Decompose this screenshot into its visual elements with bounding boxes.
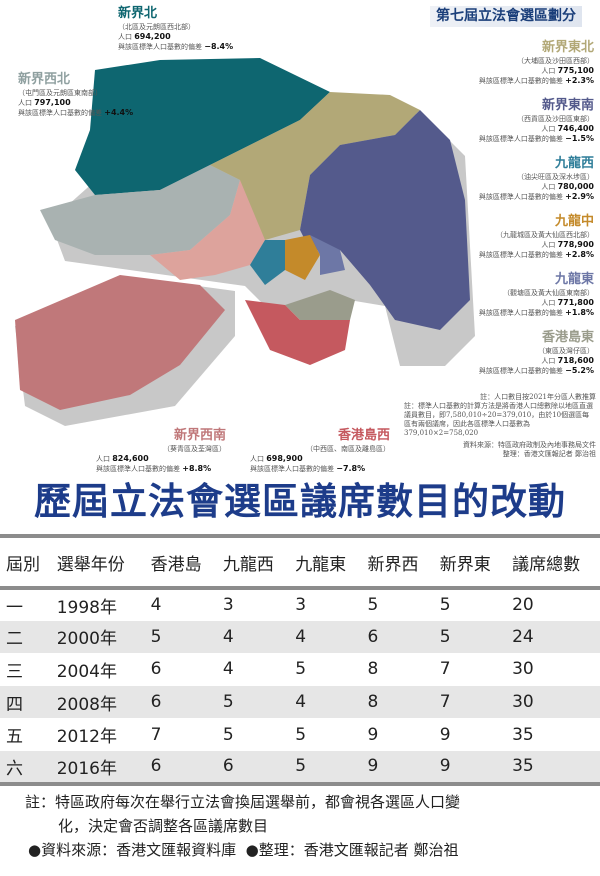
table-cell: 6 bbox=[144, 685, 217, 719]
table-cell: 6 bbox=[150, 659, 162, 680]
region-new-territories-northwest bbox=[40, 165, 240, 255]
table-cell: 2008年 bbox=[50, 685, 145, 719]
label-hke: 香港島東 （東區及灣仔區） 人口 718,600 與該區標準人口基數的偏差 −5.2% bbox=[478, 330, 594, 375]
col-header: 九龍西 bbox=[216, 536, 290, 590]
region-new-territories-north bbox=[75, 58, 330, 195]
table-cell: 5 bbox=[216, 685, 290, 719]
col-header: 香港島 bbox=[144, 536, 217, 590]
table-cell: 4 bbox=[150, 595, 162, 616]
table-cell: 3 bbox=[295, 595, 307, 616]
col-header: 議席總數 bbox=[506, 536, 600, 590]
label-klnc: 九龍中 （九龍城區及黃大仙區西北部） 人口 778,900 與該區標準人口基數的偏差 … bbox=[478, 214, 594, 259]
col-header: 屆別 bbox=[0, 536, 51, 590]
table-cell: 2016年 bbox=[50, 750, 145, 784]
col-header: 九龍東 bbox=[289, 536, 362, 590]
table-cell: 四 bbox=[0, 685, 51, 719]
table-cell: 2004年 bbox=[56, 661, 117, 682]
table-cell: 4 bbox=[289, 685, 362, 719]
table-row: 四 2008年 6 5 4 8 7 30 bbox=[0, 685, 600, 719]
table-row: 五 2012年 7 5 5 9 9 35 bbox=[0, 718, 600, 751]
seats-table: 屆別 選舉年份 香港島 九龍西 九龍東 新界西 新界東 議席總數 一 1998年 4… bbox=[0, 534, 600, 786]
label-klnw: 九龍西 （油尖旺區及深水埗區） 人口 780,000 與該區標準人口基數的偏差 +2.… bbox=[478, 156, 594, 201]
table-cell: 5 bbox=[367, 595, 379, 616]
table-cell: 3 bbox=[222, 595, 234, 616]
table-cell: 1998年 bbox=[56, 597, 117, 618]
region-hong-kong-island-west bbox=[245, 300, 350, 365]
table-cell: 9 bbox=[433, 750, 507, 784]
table-cell: 六 bbox=[0, 750, 51, 784]
table-cell: 6 bbox=[361, 620, 434, 654]
footer: 註：特區政府每次在舉行立法會換屆選舉前，都會視各選區人口變 化，決定會否調整各區… bbox=[0, 790, 600, 862]
col-header: 新界東 bbox=[433, 536, 507, 590]
table-row: 六 2016年 6 6 5 9 9 35 bbox=[0, 750, 600, 784]
map-title: 第七屆立法會選區劃分 bbox=[430, 6, 582, 27]
footer-source: ●資料來源：香港文匯報資料庫 bbox=[28, 841, 237, 859]
table-cell: 7 bbox=[433, 685, 507, 719]
table-cell: 6 bbox=[216, 750, 290, 784]
region-tsuen-wan-kwai-tsing bbox=[150, 180, 265, 280]
table-cell: 2000年 bbox=[50, 620, 145, 654]
table-cell: 5 bbox=[289, 750, 362, 784]
table-title: 歷屆立法會選區議席數目的改動 bbox=[34, 479, 566, 523]
table-row: 一 1998年 4 3 3 5 5 20 bbox=[0, 588, 600, 621]
col-header: 新界西 bbox=[361, 536, 434, 590]
table-header-row: 屆別 選舉年份 香港島 九龍西 九龍東 新界西 新界東 議席總數 bbox=[0, 536, 600, 590]
col-header: 選舉年份 bbox=[50, 536, 145, 590]
region-hong-kong-island-east bbox=[285, 290, 355, 320]
table-cell: 4 bbox=[222, 659, 234, 680]
table-cell: 2012年 bbox=[56, 727, 117, 748]
table-cell: 9 bbox=[367, 724, 379, 745]
hong-kong-district-map bbox=[15, 58, 475, 426]
table-cell: 4 bbox=[289, 620, 362, 654]
note-population: 註：人口數目按2021年分區人數推算 bbox=[480, 393, 596, 401]
table-cell: 5 bbox=[144, 620, 217, 654]
table-cell: 一 bbox=[6, 597, 23, 618]
table-cell: 30 bbox=[506, 685, 600, 719]
region-new-territories-northeast bbox=[210, 92, 420, 240]
label-ntnw: 新界西北 （屯門區及元朗區東南部） 人口 797,100 與該區標準人口基數的偏差 +… bbox=[18, 72, 134, 117]
table-cell: 20 bbox=[512, 595, 534, 616]
label-ntne: 新界東北 （大埔區及沙田區西部） 人口 775,100 與該區標準人口基數的偏差 +2… bbox=[478, 40, 594, 85]
table-cell: 五 bbox=[6, 727, 23, 748]
table-cell: 30 bbox=[512, 659, 534, 680]
footer-note: 註：特區政府每次在舉行立法會換屆選舉前，都會視各選區人口變 bbox=[25, 793, 461, 811]
map-source: 資料來源：特區政府政制及內地事務局文件 bbox=[463, 441, 596, 449]
table-row: 二 2000年 5 4 4 6 5 24 bbox=[0, 620, 600, 654]
region-kowloon-east bbox=[310, 235, 345, 275]
table-cell: 5 bbox=[222, 724, 234, 745]
region-lantau-island bbox=[15, 275, 225, 410]
table-cell: 5 bbox=[295, 659, 307, 680]
table-cell: 9 bbox=[361, 750, 434, 784]
table-cell: 35 bbox=[506, 750, 600, 784]
table-cell: 4 bbox=[216, 620, 290, 654]
table-cell: 5 bbox=[295, 724, 307, 745]
table-cell: 5 bbox=[439, 595, 451, 616]
table-cell: 7 bbox=[150, 724, 162, 745]
table-cell: 8 bbox=[367, 659, 379, 680]
table-cell: 5 bbox=[433, 620, 507, 654]
table-cell: 三 bbox=[6, 661, 23, 682]
table-row: 三 2004年 6 4 5 8 7 30 bbox=[0, 653, 600, 686]
footer-note-cont: 化，決定會否調整各區議席數目 bbox=[58, 817, 269, 835]
label-hkw: 香港島西 （中西區、南區及離島區） 人口 698,900 與該區標準人口基數的偏差 −… bbox=[250, 428, 390, 473]
region-kowloon-west bbox=[250, 240, 285, 285]
footer-credit: ●整理：香港文匯報記者 鄭治祖 bbox=[245, 841, 459, 859]
table-cell: 6 bbox=[144, 750, 217, 784]
label-ntsw: 新界西南 （葵青區及荃灣區） 人口 824,600 與該區標準人口基數的偏差 +8.8… bbox=[96, 428, 226, 473]
label-ntse: 新界東南 （西貢區及沙田區東部） 人口 746,400 與該區標準人口基數的偏差 −1… bbox=[478, 98, 594, 143]
table-cell: 35 bbox=[512, 724, 534, 745]
table-cell: 7 bbox=[439, 659, 451, 680]
note-standard-base: 註：標準人口基數的計算方法是將香港人口總數除以地區直選議員數目，即7,580,0… bbox=[404, 402, 593, 437]
table-cell: 24 bbox=[506, 620, 600, 654]
region-new-territories-southeast bbox=[300, 110, 470, 330]
map-notes: 註：人口數目按2021年分區人數推算 註：標準人口基數的計算方法是將香港人口總數… bbox=[404, 393, 596, 459]
table-cell: 8 bbox=[361, 685, 434, 719]
region-kowloon-central bbox=[285, 235, 320, 280]
table-cell: 9 bbox=[439, 724, 451, 745]
map-credit: 整理：香港文匯報記者 鄭治祖 bbox=[502, 450, 596, 458]
label-ntn: 新界北 （北區及元朗區西北部） 人口 694,200 與該區標準人口基數的偏差 −8.… bbox=[118, 6, 234, 51]
table-cell: 二 bbox=[0, 620, 51, 654]
label-klne: 九龍東 （觀塘區及黃大仙區東南部） 人口 771,800 與該區標準人口基數的偏差 +… bbox=[478, 272, 594, 317]
